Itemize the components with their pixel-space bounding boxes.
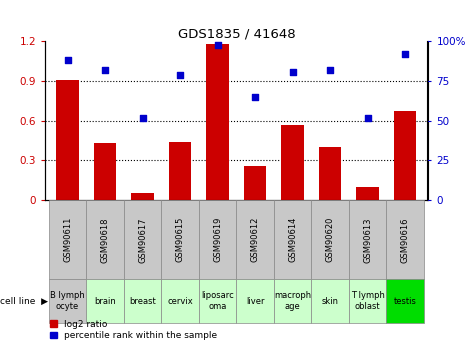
Bar	[124, 279, 162, 323]
Text: GSM90612: GSM90612	[250, 217, 259, 263]
Bar	[274, 279, 311, 323]
Bar	[274, 200, 311, 279]
Point	[401, 51, 409, 57]
Bar	[206, 44, 229, 200]
Bar	[244, 166, 266, 200]
Bar	[162, 200, 199, 279]
Title: GDS1835 / 41648: GDS1835 / 41648	[178, 27, 295, 40]
Point	[176, 72, 184, 78]
Bar	[132, 194, 154, 200]
Bar	[124, 200, 162, 279]
Bar	[237, 279, 274, 323]
Bar	[319, 147, 341, 200]
Text: breast: breast	[129, 296, 156, 306]
Text: liver: liver	[246, 296, 264, 306]
Bar	[349, 279, 386, 323]
Legend: log2 ratio, percentile rank within the sample: log2 ratio, percentile rank within the s…	[50, 320, 217, 341]
Bar	[356, 187, 379, 200]
Text: B lymph
ocyte: B lymph ocyte	[50, 291, 85, 311]
Point	[289, 69, 296, 74]
Text: testis: testis	[394, 296, 417, 306]
Bar	[57, 80, 79, 200]
Bar	[386, 279, 424, 323]
Text: cervix: cervix	[167, 296, 193, 306]
Bar	[311, 200, 349, 279]
Bar	[169, 142, 191, 200]
Text: macroph
age: macroph age	[274, 291, 311, 311]
Bar	[199, 200, 237, 279]
Point	[364, 115, 371, 120]
Bar	[349, 200, 386, 279]
Text: cell line  ▶: cell line ▶	[0, 296, 48, 306]
Bar	[86, 279, 124, 323]
Bar	[311, 279, 349, 323]
Text: skin: skin	[322, 296, 339, 306]
Bar	[237, 200, 274, 279]
Bar	[86, 200, 124, 279]
Text: GSM90617: GSM90617	[138, 217, 147, 263]
Text: GSM90614: GSM90614	[288, 217, 297, 263]
Bar	[394, 111, 416, 200]
Text: GSM90616: GSM90616	[400, 217, 409, 263]
Text: T lymph
oblast: T lymph oblast	[351, 291, 384, 311]
Text: GSM90615: GSM90615	[176, 217, 185, 263]
Point	[251, 94, 259, 100]
Point	[64, 58, 71, 63]
Bar	[281, 125, 304, 200]
Text: liposarc
oma: liposarc oma	[201, 291, 234, 311]
Bar	[49, 279, 86, 323]
Bar	[386, 200, 424, 279]
Text: GSM90613: GSM90613	[363, 217, 372, 263]
Text: GSM90611: GSM90611	[63, 217, 72, 263]
Bar	[49, 200, 86, 279]
Bar	[162, 279, 199, 323]
Point	[101, 67, 109, 73]
Point	[326, 67, 334, 73]
Text: GSM90618: GSM90618	[101, 217, 110, 263]
Bar	[199, 279, 237, 323]
Point	[214, 42, 221, 47]
Text: GSM90620: GSM90620	[325, 217, 334, 263]
Text: GSM90619: GSM90619	[213, 217, 222, 263]
Text: brain: brain	[94, 296, 116, 306]
Bar	[94, 143, 116, 200]
Point	[139, 115, 146, 120]
